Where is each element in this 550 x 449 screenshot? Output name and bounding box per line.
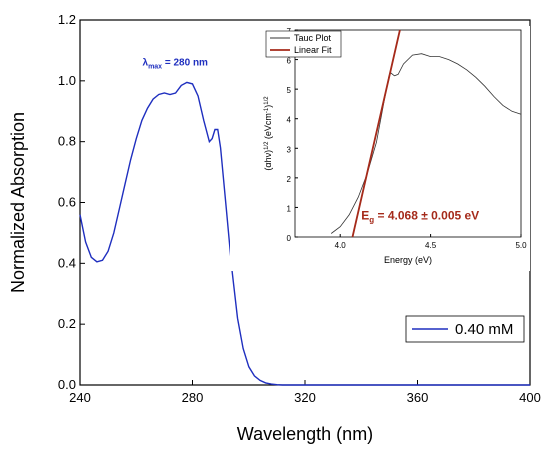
main-x-tick-label-360: 360 (407, 390, 429, 405)
main-y-ticks: 0.0 0.2 0.4 0.6 0.8 1.0 1.2 (58, 12, 85, 392)
inset-y-tick-label-6: 6 (287, 57, 292, 66)
inset-x-ticks: 4.0 4.5 5.0 (335, 234, 527, 250)
main-x-tick-label-320: 320 (294, 390, 316, 405)
main-y-tick-label-0-0: 0.0 (58, 377, 76, 392)
inset-ylabel-mid: (eVcm (263, 113, 273, 142)
series-line-linear-fit (351, 29, 401, 238)
inset-legend: Tauc Plot Linear Fit (265, 30, 342, 58)
inset-y-tick-label-3: 3 (287, 145, 292, 154)
lambda-value: = 280 nm (162, 58, 208, 69)
main-y-tick-label-0-8: 0.8 (58, 134, 76, 149)
y-axis-title: Normalized Absorption (8, 112, 28, 293)
inset-ylabel-close: ) (263, 105, 273, 108)
band-gap-annotation: Eg = 4.068 ± 0.005 eV (361, 208, 479, 224)
legend-label-tauc-plot: Tauc Plot (294, 33, 332, 43)
inset-x-tick-label-5-0: 5.0 (515, 241, 527, 250)
main-chart: 0.00.20.40.60.81.01.2 240 280 320 360 400 Wa… (8, 12, 541, 444)
inset-plot-frame (294, 29, 522, 238)
main-x-tick-label-280: 280 (182, 390, 204, 405)
main-y-tick-label-0-2: 0.2 (58, 316, 76, 331)
inset-ylabel-sup2: -1 (264, 107, 270, 113)
inset-y-tick-label-2: 2 (287, 175, 292, 184)
inset-ylabel-sup3: 1/2 (264, 96, 270, 105)
inset-legend-box (265, 30, 342, 58)
inset-y-tick-label-0: 0 (287, 234, 292, 243)
lambda-subscript: max (148, 64, 162, 71)
legend-label-linear-fit: Linear Fit (294, 45, 332, 55)
lambda-symbol: λ (143, 58, 149, 69)
inset-ylabel-sup1: 1/2 (264, 141, 270, 150)
eg-symbol: E (361, 208, 369, 222)
main-x-tick-label-240: 240 (69, 390, 91, 405)
inset-ylabel-main: (αhν) (263, 150, 273, 171)
main-y-tick-label-1-2: 1.2 (58, 12, 76, 27)
inset-chart: 01234567 4.04.55.0 Energy (eV) (αhν)1/2 … (230, 26, 530, 271)
eg-subscript: g (369, 215, 374, 224)
main-y-tick-label-1-0: 1.0 (58, 73, 76, 88)
main-x-ticks: 240 280 320 360 400 (69, 380, 541, 405)
main-x-tick-label-400: 400 (519, 390, 541, 405)
inset-x-tick-label-4-5: 4.5 (425, 241, 437, 250)
eg-value: = 4.068 ± 0.005 eV (374, 208, 479, 222)
main-legend: 0.40 mM (405, 315, 525, 343)
inset-x-tick-label-4-0: 4.0 (335, 241, 347, 250)
inset-y-tick-label-5: 5 (287, 86, 292, 95)
x-axis-title: Wavelength (nm) (237, 424, 373, 444)
lambda-max-annotation: λmax = 280 nm (143, 58, 209, 71)
inset-y-axis-title: (αhν)1/2 (eVcm-1)1/2 (263, 96, 273, 171)
inset-y-tick-label-1: 1 (287, 204, 292, 213)
inset-y-tick-label-4: 4 (287, 116, 292, 125)
main-y-tick-label-0-6: 0.6 (58, 195, 76, 210)
inset-x-axis-title: Energy (eV) (384, 255, 432, 265)
series-line-0.40mm (79, 81, 530, 386)
inset-background (230, 26, 530, 271)
main-y-tick-label-0-4: 0.4 (58, 255, 76, 270)
legend-label-0.40mm: 0.40 mM (455, 321, 513, 338)
